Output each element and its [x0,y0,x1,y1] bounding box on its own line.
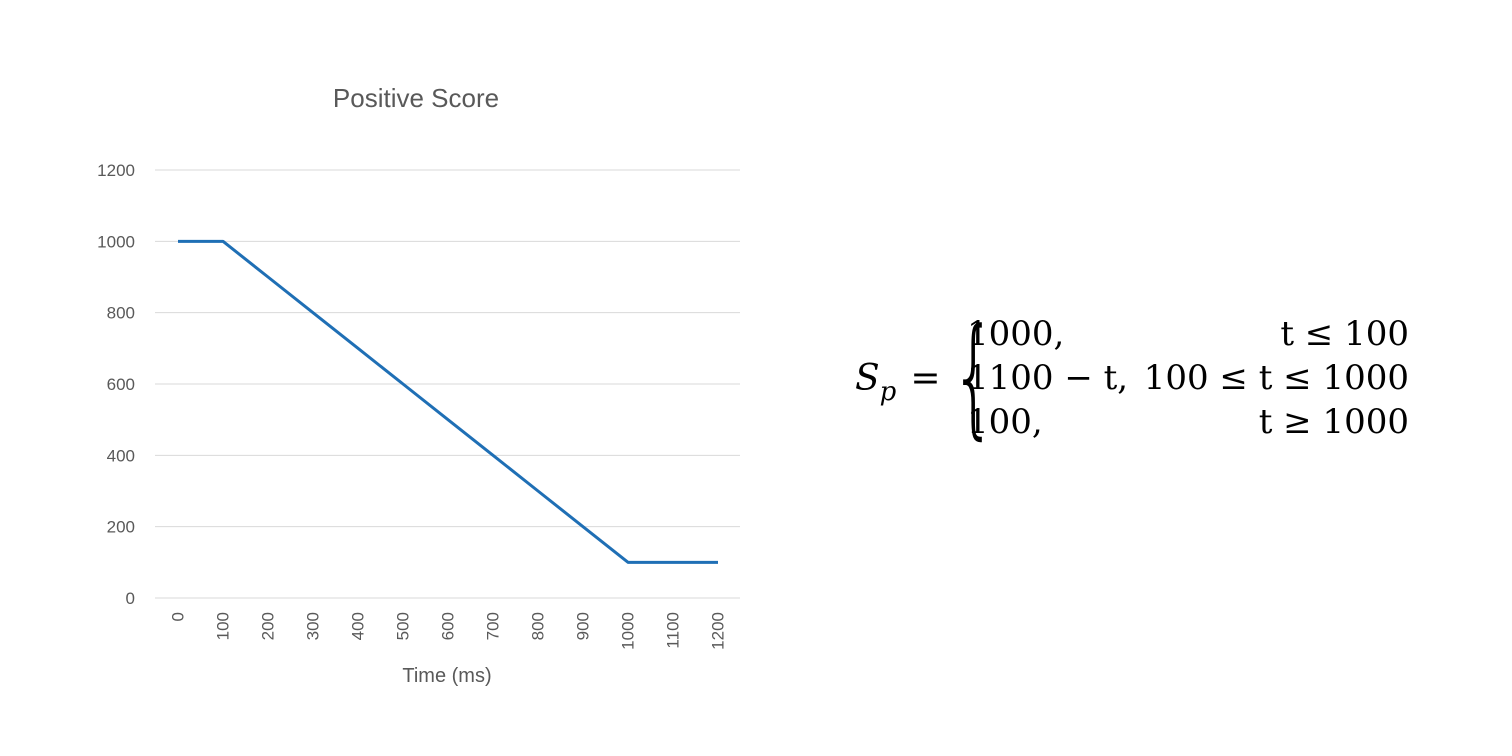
y-axis-tick-labels: 0 200 400 600 800 1000 1200 [97,161,135,608]
formula-case-2: 1100 − t, 100 ≤ t ≤ 1000 [967,356,1409,400]
x-tick-label: 1100 [664,612,683,649]
x-tick-label: 500 [394,612,413,640]
x-tick-label: 0 [169,612,188,621]
formula-symbol: S [855,358,880,399]
y-tick-label: 400 [107,446,135,465]
case-expression: 100, [967,402,1043,442]
formula-equals: = [910,358,941,399]
x-tick-label: 700 [484,612,503,640]
chart-title: Positive Score [333,83,499,113]
case-condition: t ≥ 1000 [1258,402,1409,442]
formula-case-1: 1000, t ≤ 100 [967,312,1409,356]
y-tick-label: 200 [107,518,135,537]
case-expression: 1100 − t, [967,358,1129,398]
x-tick-label: 300 [304,612,323,640]
series-layer [178,239,718,564]
y-tick-label: 1200 [97,161,135,180]
y-tick-label: 600 [107,375,135,394]
x-tick-label: 800 [529,612,548,640]
x-tick-label: 400 [349,612,368,640]
piecewise-formula: Sp = { 1000, t ≤ 100 1100 − t, 100 ≤ t ≤ … [855,306,1415,452]
x-axis-label: Time (ms) [402,665,491,687]
gridlines [155,169,740,599]
y-tick-label: 800 [107,304,135,323]
x-tick-label: 600 [439,612,458,640]
formula-case-3: 100, t ≥ 1000 [967,400,1409,444]
series-line [178,239,718,564]
formula-subscript: p [879,377,897,407]
chart: Positive Score 0 200 400 600 800 1000 1200 0 10… [97,83,740,687]
x-tick-label: 100 [214,612,233,640]
case-expression: 1000, [967,314,1065,354]
case-condition: 100 ≤ t ≤ 1000 [1143,358,1409,398]
left-brace-symbol: { [951,300,997,452]
y-tick-label: 0 [126,589,135,608]
case-condition: t ≤ 100 [1280,314,1409,354]
x-tick-label: 1200 [709,612,728,650]
formula-lhs: Sp = [855,358,941,407]
y-tick-label: 1000 [97,232,135,251]
x-tick-label: 1000 [619,612,638,650]
x-tick-label: 900 [574,612,593,640]
x-tick-label: 200 [259,612,278,640]
x-axis-tick-labels: 0 100 200 300 400 500 600 700 800 900 1000 1100 1200 [169,612,728,650]
